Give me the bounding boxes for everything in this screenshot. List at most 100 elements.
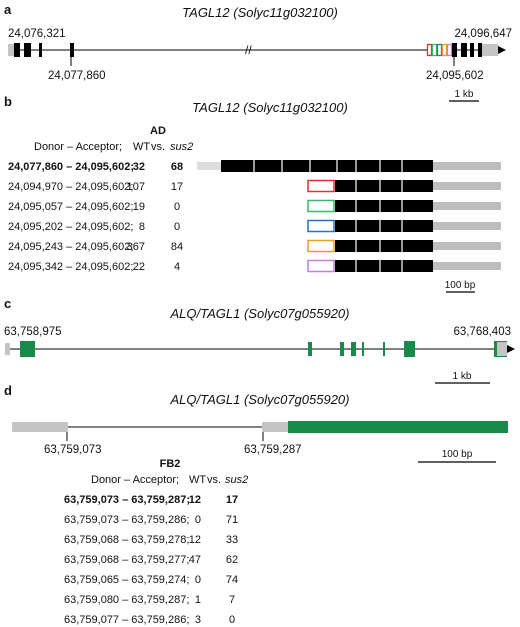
panel-c-exon <box>383 342 385 356</box>
transcript-track <box>307 199 501 213</box>
row-wt-count: 367 <box>127 241 145 253</box>
alt-acceptor-extension <box>307 219 335 233</box>
panel-a-exon <box>24 43 31 57</box>
panel-d-coord-donor: 63,759,073 <box>44 444 102 456</box>
panel-c-label: c <box>4 296 11 311</box>
panel-b: b TAGL12 (Solyc11g032100) AD Donor – Acc… <box>4 94 501 293</box>
panel-a-gene-id: Solyc11g032100 <box>238 5 335 20</box>
panel-c-gene-name: ALQ/TAGL1 <box>170 306 241 321</box>
row-wt-count: 1 <box>195 594 201 606</box>
transcript-utr3 <box>433 162 501 170</box>
row-sus2-count: 68 <box>171 161 183 173</box>
transcript-utr5 <box>197 162 221 170</box>
transcript-cds <box>335 220 433 232</box>
row-coords: 63,759,068 – 63,759,277; <box>64 554 189 566</box>
panel-a-coord-end: 24,096,647 <box>454 28 512 40</box>
panel-b-gene-name: TAGL12 <box>192 100 240 115</box>
panel-a-utr3 <box>482 44 498 56</box>
row-coords: 63,759,073 – 63,759,286; <box>64 514 189 526</box>
panel-d-col-mut: sus2 <box>225 474 248 486</box>
panel-c-gene-id: Solyc07g055920 <box>248 306 346 321</box>
alt-acceptor-box <box>446 43 453 57</box>
panel-c-utr5 <box>5 343 10 355</box>
panel-d-col-vs: vs. <box>207 474 221 486</box>
row-sus2-count: 0 <box>229 614 235 626</box>
panel-d-col-header: Donor – Acceptor; WTvs. sus2 <box>91 474 248 486</box>
panel-d-scale-label: 100 bp <box>442 449 473 460</box>
panel-b-title: TAGL12 (Solyc11g032100) <box>192 100 348 115</box>
row-coords: 63,759,080 – 63,759,287; <box>64 594 189 606</box>
row-sus2-count: 17 <box>226 494 238 506</box>
row-coords: 63,759,073 – 63,759,287; <box>64 494 190 506</box>
transcript-utr3 <box>433 182 501 190</box>
panel-c-exon <box>308 342 312 356</box>
row-wt-count: 19 <box>133 201 145 213</box>
panel-b-gene-id: Solyc11g032100 <box>248 100 345 115</box>
row-sus2-count: 71 <box>226 514 238 526</box>
transcript-utr3 <box>433 242 501 250</box>
panel-a-coord-donor: 24,077,860 <box>48 70 106 82</box>
panel-d-cds <box>288 421 508 433</box>
transcript-cds <box>335 180 433 192</box>
panel-a-exon <box>39 43 42 57</box>
row-wt-count: 12 <box>189 534 201 546</box>
panel-d-gene-id: Solyc07g055920 <box>248 392 346 407</box>
row-wt-count: 3 <box>195 614 201 626</box>
row-wt-count: 12 <box>189 494 201 506</box>
panel-d-tissue: FB2 <box>160 458 181 470</box>
panel-d-col-wt: WT <box>189 474 206 486</box>
panel-b-label: b <box>4 94 12 109</box>
transcript-cds <box>335 200 433 212</box>
row-coords: 24,077,860 – 24,095,602; <box>8 161 134 173</box>
panel-d-coord-acceptor: 63,759,287 <box>244 444 302 456</box>
transcript-track <box>307 259 501 273</box>
transcript-track <box>307 179 501 193</box>
panel-a-gene-name: TAGL12 <box>182 5 230 20</box>
row-sus2-count: 0 <box>174 201 180 213</box>
row-coords: 24,094,970 – 24,095,602; <box>8 181 133 193</box>
panel-a-arrow <box>498 46 506 54</box>
panel-a-exon <box>461 43 467 57</box>
panel-b-scale-label: 100 bp <box>445 280 476 291</box>
alt-acceptor-extension <box>307 179 335 193</box>
panel-a-label: a <box>4 2 12 17</box>
panel-c-scale-label: 1 kb <box>453 371 472 382</box>
panel-c-coord-end: 63,768,403 <box>453 326 511 338</box>
panel-c-arrow <box>507 345 515 353</box>
alt-acceptor-box <box>431 43 438 57</box>
row-coords: 24,095,057 – 24,095,602; <box>8 201 133 213</box>
panel-a: a TAGL12 (Solyc11g032100) 24,076,321 24,… <box>4 2 512 102</box>
panel-c-utr3 <box>497 342 507 356</box>
alt-acceptor-extension <box>307 199 335 213</box>
panel-b-col-header: Donor – Acceptor; WTvs. sus2 <box>34 141 193 153</box>
row-wt-count: 22 <box>133 261 145 273</box>
panel-a-exon <box>70 43 74 57</box>
panel-a-coord-start: 24,076,321 <box>8 28 66 40</box>
row-wt-count: 8 <box>139 221 145 233</box>
transcript-cds <box>335 240 433 252</box>
alt-acceptor-extension <box>307 239 335 253</box>
alt-acceptor-extension <box>307 259 335 273</box>
row-wt-count: 47 <box>189 554 201 566</box>
panel-b-col-mut: sus2 <box>170 141 193 153</box>
alt-acceptor-box <box>426 43 433 57</box>
transcript-track <box>197 160 501 172</box>
panel-b-rows: 24,077,860 – 24,095,602;32 68 24,094,970 –… <box>8 161 183 273</box>
panel-a-exon <box>452 43 457 57</box>
alt-acceptor-box <box>436 43 443 57</box>
transcript-cds <box>221 160 433 172</box>
panel-c-exon <box>20 341 35 357</box>
panel-c-exon <box>340 342 344 356</box>
panel-d: d ALQ/TAGL1 (Solyc07g055920) 63,759,073 … <box>4 383 508 626</box>
panel-a-utr5 <box>8 44 14 56</box>
panel-a-title: TAGL12 (Solyc11g032100) <box>182 5 338 20</box>
panel-c-coord-start: 63,758,975 <box>4 326 62 338</box>
panel-a-exon <box>470 43 474 57</box>
panel-d-utr5 <box>12 422 68 432</box>
panel-c-exon <box>362 342 364 356</box>
panel-c-title: ALQ/TAGL1 (Solyc07g055920) <box>170 306 350 321</box>
panel-d-col-donor-acceptor: Donor – Acceptor; <box>91 474 179 486</box>
panel-a-break: // <box>245 43 252 57</box>
